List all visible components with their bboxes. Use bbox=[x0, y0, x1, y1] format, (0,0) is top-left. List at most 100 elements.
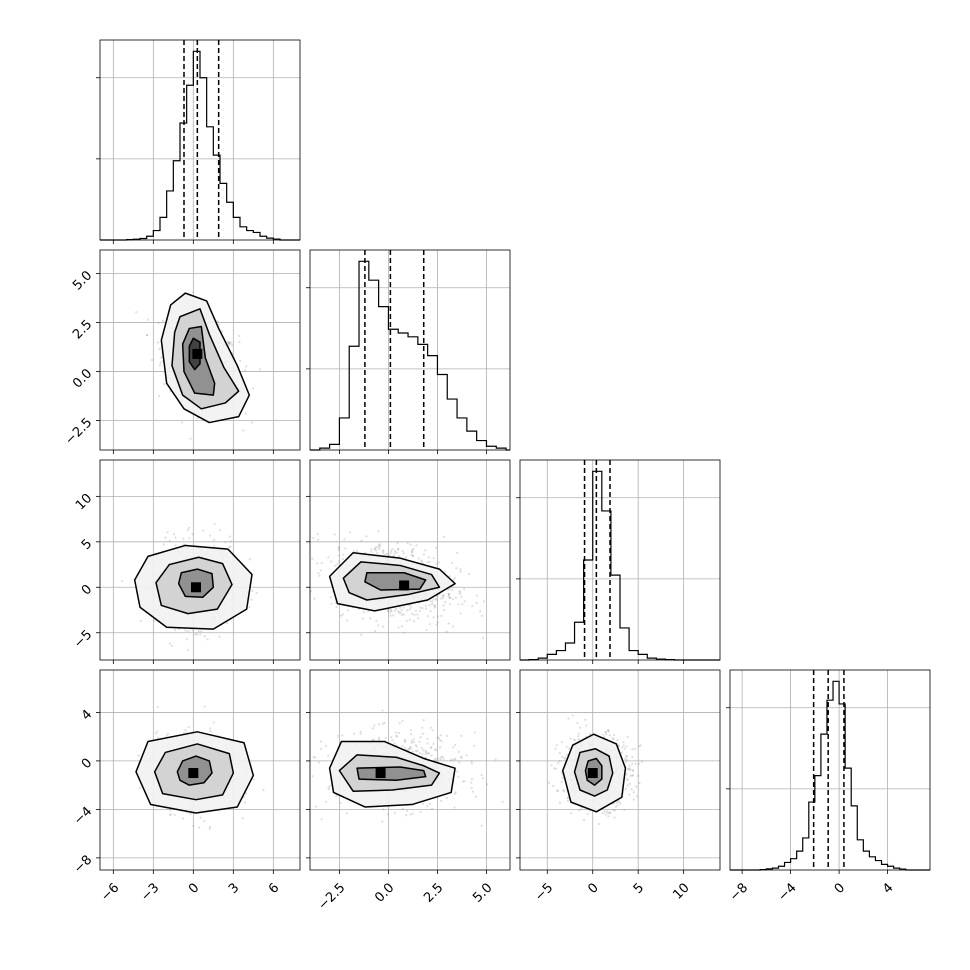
sample-point bbox=[439, 734, 442, 737]
sample-point bbox=[121, 580, 124, 583]
sample-point bbox=[311, 557, 314, 560]
sample-point bbox=[434, 757, 437, 760]
histogram-line bbox=[730, 680, 930, 871]
sample-point bbox=[442, 594, 445, 597]
sample-point bbox=[409, 813, 412, 816]
sample-point bbox=[470, 786, 473, 790]
sample-point bbox=[429, 600, 432, 603]
sample-point bbox=[425, 752, 428, 756]
sample-point bbox=[333, 533, 336, 536]
sample-point bbox=[614, 805, 618, 808]
sample-point bbox=[230, 341, 233, 344]
sample-point bbox=[422, 749, 425, 752]
sample-point bbox=[396, 735, 399, 738]
sample-point bbox=[470, 762, 474, 765]
sample-point bbox=[620, 746, 624, 749]
y-tick-label: −5 bbox=[71, 627, 95, 651]
sample-point bbox=[349, 531, 352, 534]
sample-point bbox=[468, 573, 471, 576]
sample-point bbox=[458, 592, 461, 596]
sample-point bbox=[635, 795, 639, 798]
sample-point bbox=[228, 545, 231, 549]
sample-point bbox=[422, 553, 426, 556]
sample-point bbox=[560, 781, 563, 784]
sample-point bbox=[187, 649, 190, 652]
sample-point bbox=[343, 538, 346, 541]
sample-point bbox=[203, 705, 206, 708]
sample-point bbox=[628, 793, 631, 796]
sample-point bbox=[566, 799, 569, 803]
sample-point bbox=[248, 605, 251, 609]
sample-point bbox=[217, 323, 221, 326]
sample-point bbox=[386, 609, 389, 612]
sample-point bbox=[139, 619, 142, 623]
sample-point bbox=[494, 758, 497, 761]
sample-point bbox=[398, 722, 401, 725]
sample-point bbox=[229, 540, 232, 543]
sample-point bbox=[337, 546, 340, 549]
y-tick-label: 0 bbox=[79, 756, 95, 772]
sample-point bbox=[317, 761, 321, 764]
y-tick-label: 0 bbox=[79, 582, 95, 598]
sample-point bbox=[262, 788, 265, 792]
sample-point bbox=[387, 554, 390, 557]
sample-point bbox=[422, 719, 425, 722]
sample-point bbox=[556, 789, 559, 793]
sample-point bbox=[339, 614, 343, 617]
sample-point bbox=[213, 522, 216, 525]
sample-point bbox=[421, 726, 424, 729]
sample-point bbox=[637, 774, 640, 777]
sample-point bbox=[405, 814, 408, 817]
sample-point bbox=[382, 808, 385, 811]
sample-point bbox=[452, 578, 455, 582]
sample-point bbox=[442, 604, 445, 607]
sample-point bbox=[376, 545, 380, 548]
sample-point bbox=[303, 791, 305, 793]
sample-point bbox=[603, 810, 606, 813]
sample-point bbox=[209, 534, 212, 537]
sample-point bbox=[394, 731, 398, 734]
scatter-panel-3-2 bbox=[516, 669, 721, 874]
sample-point bbox=[374, 546, 378, 549]
sample-point bbox=[420, 747, 423, 750]
sample-point bbox=[341, 558, 344, 561]
sample-point bbox=[137, 754, 140, 757]
sample-point bbox=[415, 745, 418, 748]
sample-point bbox=[373, 548, 376, 551]
sample-point bbox=[221, 330, 224, 333]
sample-point bbox=[192, 291, 195, 294]
sample-point bbox=[425, 628, 428, 632]
sample-point bbox=[410, 746, 413, 749]
sample-point bbox=[611, 809, 615, 812]
sample-point bbox=[550, 764, 553, 767]
sample-point bbox=[623, 808, 626, 812]
sample-point bbox=[329, 596, 332, 599]
scatter-panel-2-1 bbox=[306, 459, 511, 664]
sample-point bbox=[442, 757, 445, 760]
sample-point bbox=[417, 557, 420, 560]
sample-point bbox=[628, 764, 631, 767]
sample-point bbox=[202, 529, 205, 532]
sample-point bbox=[408, 608, 411, 611]
sample-point bbox=[451, 588, 454, 591]
sample-point bbox=[244, 412, 247, 415]
sample-point bbox=[480, 773, 483, 777]
panel-frame bbox=[99, 669, 301, 871]
sample-point bbox=[404, 746, 407, 750]
sample-point bbox=[459, 755, 463, 758]
sample-point bbox=[598, 822, 601, 826]
sample-point bbox=[605, 810, 609, 813]
sample-point bbox=[402, 552, 406, 555]
sample-point bbox=[625, 758, 628, 761]
sample-point bbox=[384, 736, 387, 740]
scatter-panel-3-1 bbox=[303, 669, 511, 874]
sample-point bbox=[248, 558, 251, 561]
sample-point bbox=[377, 547, 381, 550]
sample-point bbox=[197, 630, 200, 633]
sample-point bbox=[459, 590, 462, 594]
sample-point bbox=[631, 774, 635, 777]
sample-point bbox=[429, 746, 433, 749]
sample-point bbox=[429, 609, 432, 613]
sample-point bbox=[381, 820, 384, 823]
sample-point bbox=[626, 784, 629, 787]
